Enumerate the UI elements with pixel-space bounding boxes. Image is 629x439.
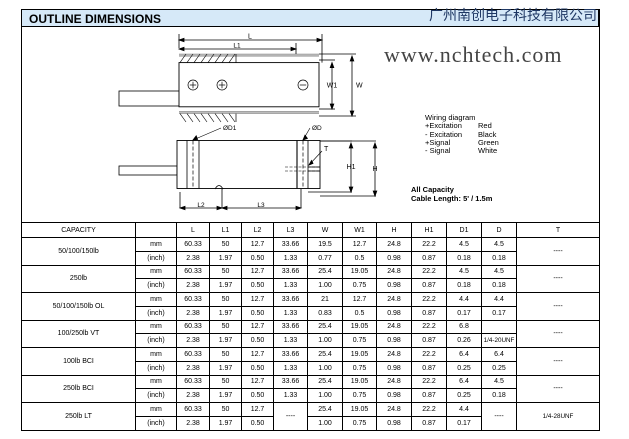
svg-text:H: H xyxy=(372,166,377,173)
svg-text:L: L xyxy=(248,34,252,41)
svg-text:T: T xyxy=(324,146,329,153)
svg-text:W: W xyxy=(356,83,363,90)
svg-text:ØD1: ØD1 xyxy=(223,125,237,132)
svg-text:W1: W1 xyxy=(327,83,338,90)
svg-text:H1: H1 xyxy=(347,164,356,171)
svg-text:ØD: ØD xyxy=(312,125,322,132)
svg-text:L1: L1 xyxy=(233,43,241,50)
svg-text:L2: L2 xyxy=(197,202,205,209)
svg-text:L3: L3 xyxy=(257,202,265,209)
